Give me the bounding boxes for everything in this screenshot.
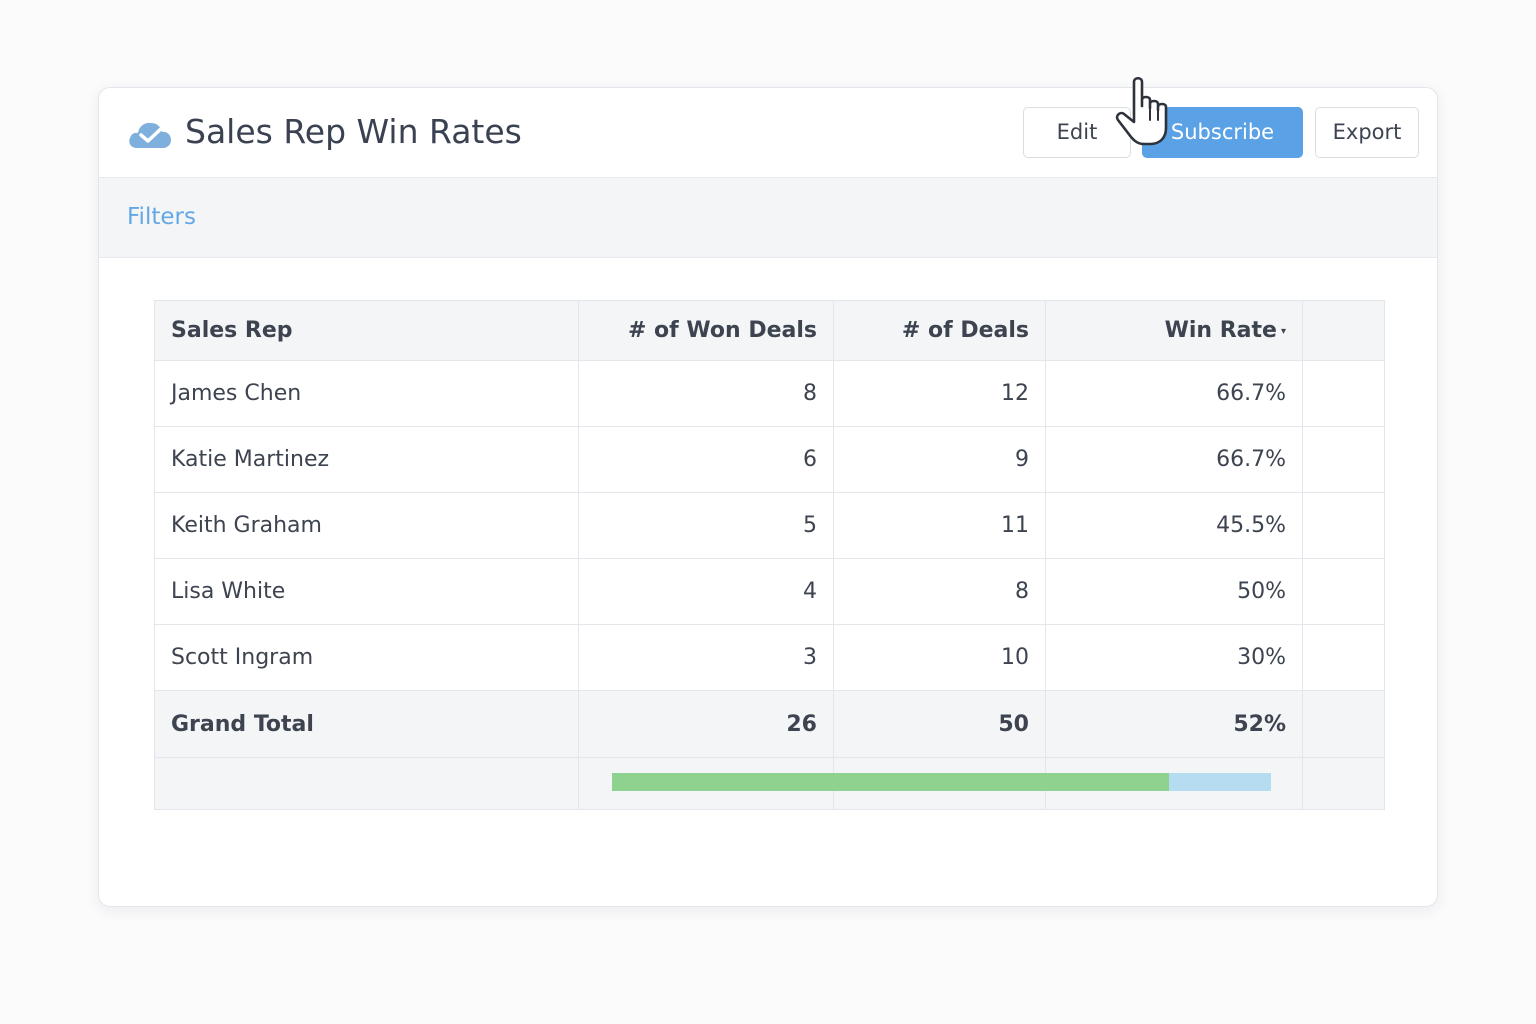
total-deals: 50	[833, 690, 1046, 758]
cell-empty	[1302, 757, 1385, 810]
total-win-rate: 52%	[1045, 690, 1303, 758]
page-title: Sales Rep Win Rates	[185, 112, 522, 151]
total-won-deals: 26	[578, 690, 834, 758]
table-row: Scott Ingram 3 10 30%	[154, 624, 1385, 691]
cell-win-rate: 66.7%	[1045, 360, 1303, 427]
sort-descending-icon: ▾	[1280, 325, 1286, 337]
cell-deals: 8	[833, 558, 1046, 625]
report-header: Sales Rep Win Rates Edit Subscribe Expor…	[99, 88, 1437, 178]
cell-empty	[1302, 426, 1385, 493]
win-rates-table: Sales Rep # of Won Deals # of Deals Win …	[154, 300, 1385, 810]
cell-empty	[1302, 558, 1385, 625]
cell-win-rate: 66.7%	[1045, 426, 1303, 493]
filters-link[interactable]: Filters	[127, 204, 196, 230]
edit-button[interactable]: Edit	[1023, 107, 1131, 158]
cell-deals: 10	[833, 624, 1046, 691]
cell-win-rate: 30%	[1045, 624, 1303, 691]
cell-won-deals: 3	[578, 624, 834, 691]
report-card: Sales Rep Win Rates Edit Subscribe Expor…	[98, 87, 1438, 907]
progress-fill	[612, 773, 1169, 791]
cell-win-rate: 50%	[1045, 558, 1303, 625]
cell-won-deals: 6	[578, 426, 834, 493]
cell-sales-rep: Keith Graham	[154, 492, 579, 559]
win-rate-progress-bar	[612, 773, 1271, 791]
table-row: Keith Graham 5 11 45.5%	[154, 492, 1385, 559]
total-label: Grand Total	[154, 690, 579, 758]
cell-empty	[1302, 690, 1385, 758]
cell-empty	[1302, 360, 1385, 427]
cell-empty	[1302, 624, 1385, 691]
column-header-win-rate[interactable]: Win Rate ▾	[1045, 300, 1303, 361]
table-header-row: Sales Rep # of Won Deals # of Deals Win …	[154, 300, 1385, 361]
table-row: James Chen 8 12 66.7%	[154, 360, 1385, 427]
filters-bar: Filters	[99, 178, 1437, 258]
cell-sales-rep: Scott Ingram	[154, 624, 579, 691]
column-header-won-deals[interactable]: # of Won Deals	[578, 300, 834, 361]
cell-deals: 11	[833, 492, 1046, 559]
cell-sales-rep: James Chen	[154, 360, 579, 427]
cell-deals: 12	[833, 360, 1046, 427]
cell-won-deals: 4	[578, 558, 834, 625]
grand-total-row: Grand Total 26 50 52%	[154, 690, 1385, 758]
cell-win-rate: 45.5%	[1045, 492, 1303, 559]
table-row: Katie Martinez 6 9 66.7%	[154, 426, 1385, 493]
cell-sales-rep: Katie Martinez	[154, 426, 579, 493]
column-header-sales-rep[interactable]: Sales Rep	[154, 300, 579, 361]
cell-deals: 9	[833, 426, 1046, 493]
export-button[interactable]: Export	[1315, 107, 1419, 158]
subscribe-button[interactable]: Subscribe	[1142, 107, 1303, 158]
column-header-win-rate-label: Win Rate	[1164, 318, 1277, 343]
column-header-deals[interactable]: # of Deals	[833, 300, 1046, 361]
cell-empty	[154, 757, 579, 810]
cell-won-deals: 5	[578, 492, 834, 559]
table-row: Lisa White 4 8 50%	[154, 558, 1385, 625]
cloud-check-icon	[129, 122, 171, 148]
column-header-empty	[1302, 300, 1385, 361]
cell-empty	[1302, 492, 1385, 559]
cell-won-deals: 8	[578, 360, 834, 427]
cell-sales-rep: Lisa White	[154, 558, 579, 625]
